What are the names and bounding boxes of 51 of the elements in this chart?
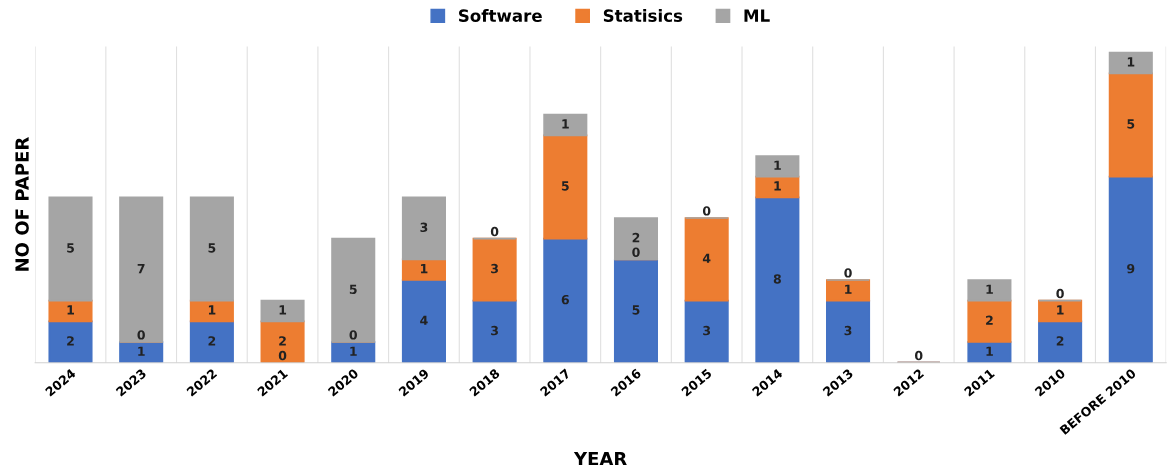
- data-label: 2: [67, 336, 74, 346]
- data-label: 0: [914, 350, 923, 361]
- data-label: 1: [350, 346, 357, 356]
- data-label: 2: [1056, 336, 1064, 346]
- data-label: 1: [1127, 57, 1135, 67]
- data-label: 5: [561, 181, 569, 191]
- data-label: 0: [1056, 288, 1064, 299]
- data-label: 0: [278, 350, 287, 361]
- data-label: 1: [67, 305, 74, 315]
- data-label: 5: [208, 243, 216, 253]
- data-label: 3: [703, 325, 711, 336]
- data-label: 0: [702, 206, 711, 216]
- data-label: 1: [1057, 305, 1064, 315]
- legend-label: ML: [744, 9, 770, 22]
- data-label: 5: [349, 284, 357, 294]
- y-axis-title: NO OF PAPER: [15, 137, 29, 271]
- data-label: 0: [490, 226, 499, 237]
- data-label: 6: [561, 294, 569, 305]
- data-label: 8: [773, 274, 781, 284]
- data-label: 2: [986, 315, 993, 325]
- data-label: 0: [137, 330, 145, 340]
- data-label: 2: [632, 232, 640, 243]
- data-label: 3: [844, 325, 852, 336]
- data-label: 0: [632, 247, 640, 257]
- data-label: 1: [138, 346, 145, 356]
- data-label: 3: [491, 325, 498, 336]
- data-label: 0: [349, 330, 357, 340]
- data-label: 5: [67, 243, 74, 253]
- data-label: 0: [844, 268, 852, 278]
- data-label: 9: [1127, 263, 1135, 274]
- data-label: 1: [986, 284, 993, 294]
- data-label: 4: [702, 253, 711, 263]
- data-label: 1: [774, 181, 781, 191]
- x-axis-title: YEAR: [573, 452, 627, 465]
- data-label: 2: [279, 336, 286, 346]
- data-label: 1: [421, 264, 428, 274]
- data-label: 1: [562, 119, 569, 129]
- data-label: 1: [986, 346, 993, 356]
- legend-label: Software: [458, 9, 542, 22]
- legend-label: Statisics: [603, 9, 683, 22]
- data-label: 7: [137, 264, 145, 274]
- data-label: 5: [1127, 119, 1135, 129]
- data-label: 4: [420, 315, 428, 325]
- data-label: 1: [208, 305, 216, 315]
- data-label: 1: [774, 160, 781, 170]
- data-label: 1: [845, 284, 852, 294]
- data-label: 3: [420, 222, 428, 232]
- data-label: 1: [279, 305, 287, 315]
- data-label: 3: [491, 263, 498, 274]
- data-label: 5: [632, 305, 640, 315]
- data-label: 2: [208, 336, 216, 346]
